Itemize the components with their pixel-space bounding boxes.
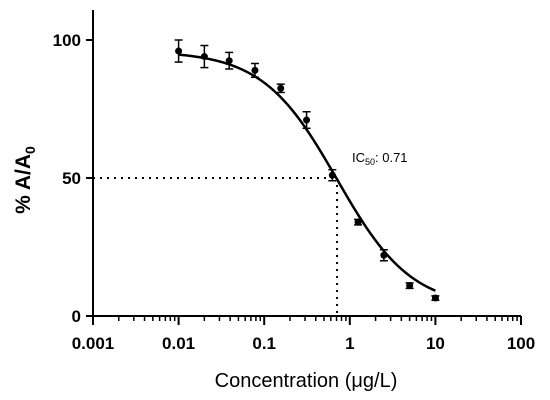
y-axis-title-main: % A/A xyxy=(12,154,35,214)
data-point-marker xyxy=(406,282,414,290)
reference-lines xyxy=(93,177,339,316)
x-tick-label: 0.001 xyxy=(72,334,115,353)
y-tick-label: 0 xyxy=(72,307,81,326)
ic50-annotation: IC50: 0.71 xyxy=(352,150,408,167)
x-tick-label: 1 xyxy=(345,334,354,353)
data-point-marker xyxy=(380,251,388,259)
data-point-marker xyxy=(175,47,183,55)
data-point-marker xyxy=(225,57,233,65)
data-point xyxy=(354,218,363,226)
y-axis-title-sub: 0 xyxy=(22,146,38,154)
data-point xyxy=(276,83,285,94)
ic50-annotation-main: IC xyxy=(352,150,365,165)
x-tick-label: 10 xyxy=(426,334,445,353)
x-axis-title: Concentration (μg/L) xyxy=(215,370,398,392)
data-point-marker xyxy=(354,218,362,226)
data-point-marker xyxy=(431,294,439,302)
x-tick-label: 100 xyxy=(507,334,535,353)
y-axis-title: % A/A0 xyxy=(12,146,38,214)
data-point xyxy=(250,62,259,79)
data-point xyxy=(302,111,311,130)
data-point xyxy=(379,249,388,262)
data-point-marker xyxy=(277,84,285,92)
data-point-marker xyxy=(328,171,336,179)
data-point-marker xyxy=(251,66,259,74)
data-point xyxy=(200,44,209,69)
fit-curve xyxy=(178,53,436,292)
data-points-layer xyxy=(174,39,440,302)
data-point xyxy=(225,51,234,70)
data-point-marker xyxy=(200,53,208,61)
data-point xyxy=(405,282,414,290)
data-point xyxy=(328,168,337,182)
x-tick-label: 0.01 xyxy=(162,334,195,353)
y-tick-label: 100 xyxy=(53,31,81,50)
axes: 0 50 100 0.001 0.01 0.1 1 10 100 xyxy=(53,10,535,353)
ic50-annotation-value: : 0.71 xyxy=(375,150,408,165)
ic50-annotation-sub: 50 xyxy=(365,157,375,167)
data-point-marker xyxy=(303,116,311,124)
x-tick-label: 0.1 xyxy=(252,334,276,353)
fit-curve-layer xyxy=(178,53,436,292)
data-point xyxy=(431,294,440,302)
y-tick-label: 50 xyxy=(62,169,81,188)
data-point xyxy=(174,39,183,63)
